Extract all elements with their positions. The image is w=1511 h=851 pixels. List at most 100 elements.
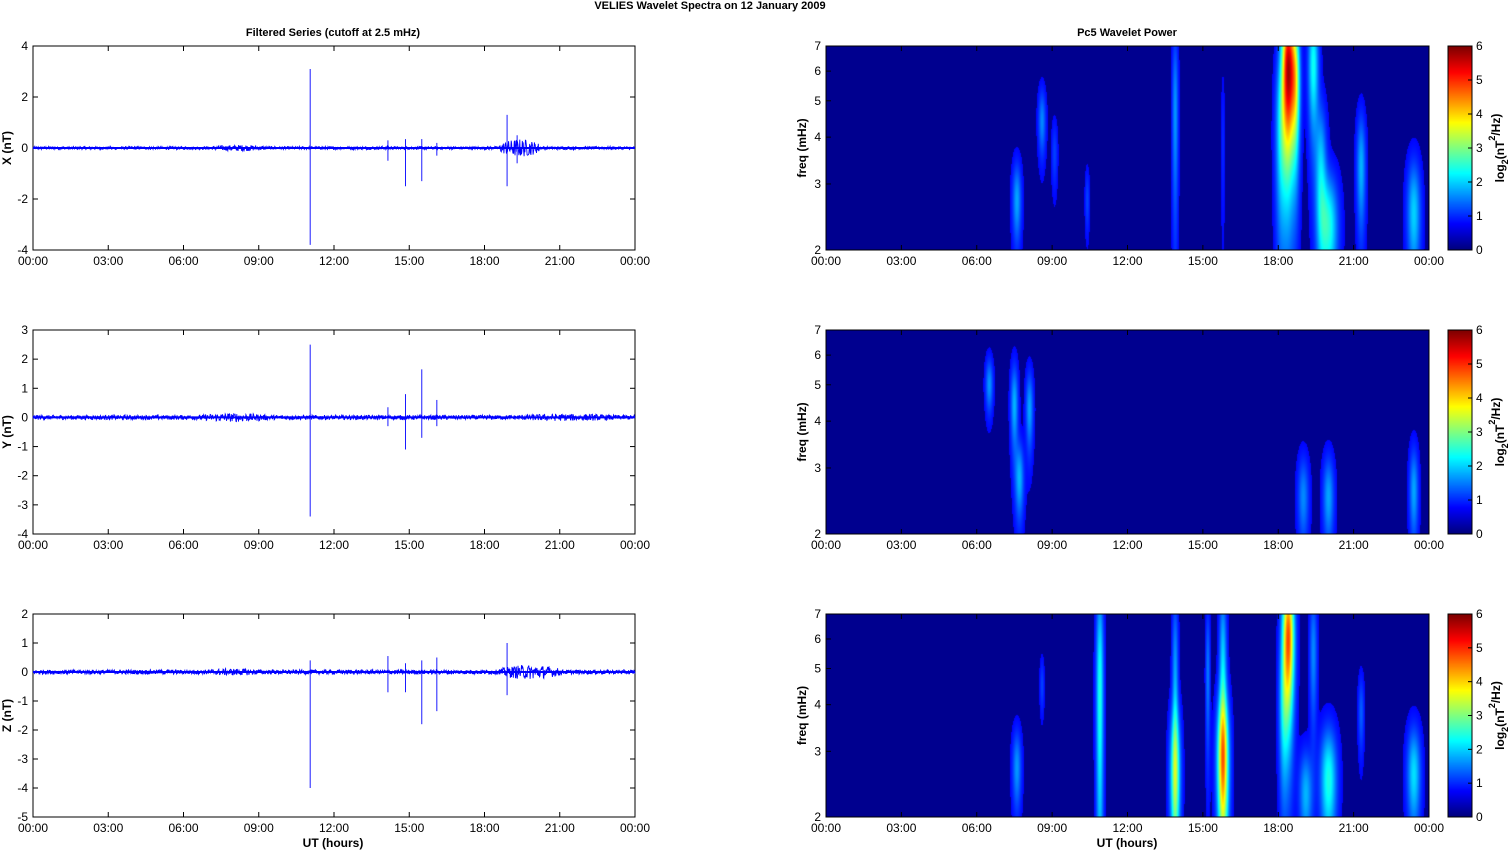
ytick-label: -4 xyxy=(17,243,28,257)
wavelet-xtick-label: 00:00 xyxy=(811,254,841,268)
y-axis-label: Y (nT) xyxy=(0,415,14,449)
wavelet-xtick-label: 12:00 xyxy=(1112,538,1142,552)
colorbar-tick-label: 6 xyxy=(1476,323,1483,337)
series-xtick-label: 21:00 xyxy=(545,254,575,268)
y-axis-label: freq (mHz) xyxy=(795,686,809,745)
wavelet-xtick-label: 00:00 xyxy=(811,538,841,552)
wavelet-xtick-label: 12:00 xyxy=(1112,254,1142,268)
series-xtick-label: 09:00 xyxy=(244,821,274,835)
wavelet-power-map xyxy=(826,330,1429,534)
plot-area xyxy=(32,329,636,535)
series-xtick-label: 00:00 xyxy=(620,538,650,552)
ytick-label: 3 xyxy=(21,323,28,337)
ytick-label: 5 xyxy=(814,662,821,676)
ytick-label: -1 xyxy=(17,694,28,708)
series-panel-z: -5 -4 -3 -2 -1 0 1 2 00:00 03:00 06:00 09:00 12:00 15… xyxy=(0,607,650,835)
ytick-label: 5 xyxy=(814,94,821,108)
ytick-label: 6 xyxy=(814,632,821,646)
ytick-label: 1 xyxy=(21,636,28,650)
figure-title: VELIES Wavelet Spectra on 12 January 200… xyxy=(594,0,825,12)
ytick-label: -5 xyxy=(17,810,28,824)
ytick-label: -3 xyxy=(17,752,28,766)
colorbar-label: log2(nT2/Hz) xyxy=(1487,398,1510,467)
ytick-label: 2 xyxy=(814,243,821,257)
ytick-label: 2 xyxy=(21,352,28,366)
series-xtick-label: 09:00 xyxy=(244,538,274,552)
colorbar-tick-label: 2 xyxy=(1476,175,1483,189)
series-panel-x: -4 -2 0 2 4 00:00 03:00 06:00 09:00 12:00 15:00 18:… xyxy=(0,39,650,268)
colorbar-tick-label: 6 xyxy=(1476,607,1483,621)
wavelet-xtick-label: 15:00 xyxy=(1188,821,1218,835)
series-xtick-label: 21:00 xyxy=(545,821,575,835)
colorbar-tick-label: 2 xyxy=(1476,742,1483,756)
ytick-label: 0 xyxy=(21,410,28,424)
series-xtick-label: 00:00 xyxy=(620,254,650,268)
wavelet-panel-x: 2 3 4 5 6 7 00:00 03:00 06:00 09:00 12:00 15:00 18:0… xyxy=(795,39,1510,268)
ytick-label: -2 xyxy=(17,723,28,737)
ytick-label: 3 xyxy=(814,177,821,191)
wavelet-xtick-label: 06:00 xyxy=(962,821,992,835)
right-column-title: Pc5 Wavelet Power xyxy=(1077,27,1178,39)
wavelet-xtick-label: 18:00 xyxy=(1263,821,1293,835)
ytick-label: 7 xyxy=(814,323,821,337)
wavelet-xtick-label: 21:00 xyxy=(1339,821,1369,835)
series-xtick-label: 15:00 xyxy=(394,254,424,268)
series-xtick-label: 00:00 xyxy=(18,538,48,552)
series-xtick-label: 03:00 xyxy=(93,538,123,552)
wavelet-xtick-label: 00:00 xyxy=(811,821,841,835)
wavelet-xtick-label: 18:00 xyxy=(1263,254,1293,268)
wavelet-xtick-label: 15:00 xyxy=(1188,538,1218,552)
series-xtick-label: 06:00 xyxy=(168,538,198,552)
wavelet-xtick-label: 09:00 xyxy=(1037,538,1067,552)
series-xtick-label: 12:00 xyxy=(319,538,349,552)
y-axis-label: freq (mHz) xyxy=(795,118,809,177)
wavelet-xtick-label: 00:00 xyxy=(1414,821,1444,835)
ytick-label: 1 xyxy=(21,381,28,395)
series-xtick-label: 09:00 xyxy=(244,254,274,268)
series-xtick-label: 18:00 xyxy=(469,538,499,552)
ytick-label: 4 xyxy=(21,39,28,53)
ytick-label: -1 xyxy=(17,440,28,454)
ytick-label: 0 xyxy=(21,665,28,679)
colorbar-tick-label: 4 xyxy=(1476,391,1483,405)
colorbar-tick-label: 3 xyxy=(1476,425,1483,439)
ytick-label: 4 xyxy=(814,130,821,144)
colorbar-tick-label: 3 xyxy=(1476,141,1483,155)
ytick-label: -2 xyxy=(17,192,28,206)
wavelet-xtick-label: 00:00 xyxy=(1414,538,1444,552)
colorbar-tick-label: 4 xyxy=(1476,675,1483,689)
wavelet-xtick-label: 15:00 xyxy=(1188,254,1218,268)
wavelet-xtick-label: 06:00 xyxy=(962,538,992,552)
ytick-label: 6 xyxy=(814,348,821,362)
series-xtick-label: 12:00 xyxy=(319,254,349,268)
series-xtick-label: 18:00 xyxy=(469,821,499,835)
wavelet-xtick-label: 18:00 xyxy=(1263,538,1293,552)
series-xtick-label: 06:00 xyxy=(168,821,198,835)
y-axis-label: Z (nT) xyxy=(0,699,14,732)
colorbar-tick-label: 5 xyxy=(1476,357,1483,371)
series-xtick-label: 15:00 xyxy=(394,538,424,552)
wavelet-power-map xyxy=(826,46,1429,250)
colorbar-tick-label: 2 xyxy=(1476,459,1483,473)
ytick-label: -4 xyxy=(17,527,28,541)
plot-area xyxy=(32,613,636,818)
wavelet-xtick-label: 21:00 xyxy=(1339,538,1369,552)
ytick-label: 4 xyxy=(814,698,821,712)
ytick-label: 4 xyxy=(814,414,821,428)
series-xtick-label: 00:00 xyxy=(18,821,48,835)
ytick-label: -2 xyxy=(17,469,28,483)
colorbar-tick-label: 1 xyxy=(1476,209,1483,223)
wavelet-xtick-label: 03:00 xyxy=(886,254,916,268)
colorbar-tick-label: 4 xyxy=(1476,107,1483,121)
series-xtick-label: 03:00 xyxy=(93,254,123,268)
colorbar-tick-label: 0 xyxy=(1476,243,1483,257)
ytick-label: 3 xyxy=(814,744,821,758)
colorbar-tick-label: 1 xyxy=(1476,776,1483,790)
ytick-label: 0 xyxy=(21,141,28,155)
colorbar-tick-label: 3 xyxy=(1476,709,1483,723)
y-axis-label: freq (mHz) xyxy=(795,402,809,461)
series-panel-y: -4 -3 -2 -1 0 1 2 3 00:00 03:00 06:00 09:00 12:00 15:… xyxy=(0,323,650,552)
ytick-label: 2 xyxy=(21,607,28,621)
left-x-axis-label: UT (hours) xyxy=(303,836,364,850)
ytick-label: 3 xyxy=(814,461,821,475)
